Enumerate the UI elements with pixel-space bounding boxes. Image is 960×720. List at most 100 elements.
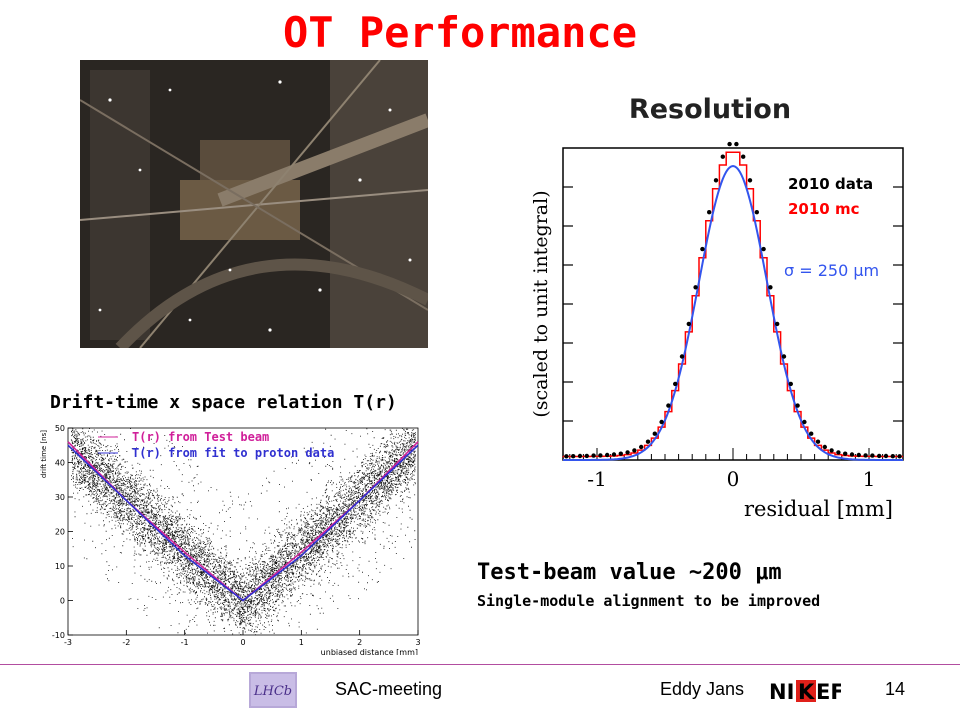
resolution-data-point bbox=[605, 452, 610, 458]
resolution-data-point bbox=[883, 453, 889, 459]
resolution-labels: Resolution -1 0 1 residual [mm] (scaled to un… bbox=[530, 94, 893, 521]
resolution-data-point bbox=[815, 439, 821, 444]
drift-x-tick-label: 3 bbox=[415, 638, 420, 647]
resolution-fit-curve bbox=[563, 164, 903, 461]
resolution-data-point bbox=[802, 419, 807, 425]
resolution-data-point bbox=[781, 354, 787, 359]
resolution-data-point bbox=[700, 246, 705, 252]
resolution-data-point bbox=[836, 450, 841, 455]
resolution-data-point bbox=[734, 141, 739, 147]
resolution-data-point bbox=[788, 381, 793, 387]
drift-x-tick-label: 2 bbox=[357, 638, 362, 647]
resolution-data-point bbox=[713, 178, 719, 183]
resolution-x-tick-label: 0 bbox=[727, 467, 740, 491]
resolution-data-point bbox=[897, 454, 902, 459]
resolution-data-point bbox=[822, 444, 827, 450]
resolution-data-point bbox=[727, 141, 732, 147]
drift-y-tick-label: 0 bbox=[60, 597, 65, 606]
resolution-sigma-annotation: σ = 250 μm bbox=[784, 261, 879, 280]
drift-x-tick-label: -2 bbox=[122, 638, 130, 647]
resolution-data-point bbox=[809, 431, 814, 436]
resolution-x-tick-label: -1 bbox=[587, 467, 606, 491]
resolution-data-point bbox=[849, 452, 855, 457]
drift-x-tick-label: 0 bbox=[240, 638, 245, 647]
footer-rule bbox=[0, 664, 960, 665]
footer-page-number: 14 bbox=[885, 679, 906, 699]
resolution-data-point bbox=[795, 403, 800, 408]
resolution-legend-mc: 2010 mc bbox=[788, 200, 860, 218]
drift-x-tick-label: 1 bbox=[299, 638, 304, 647]
resolution-data-point bbox=[686, 321, 691, 327]
lhcb-logo: LHCb bbox=[249, 672, 297, 708]
drift-caption: Drift-time x space relation T(r) bbox=[50, 392, 397, 413]
resolution-data-point bbox=[564, 454, 569, 459]
resolution-data-point bbox=[863, 453, 868, 458]
drift-x-tick-label: -1 bbox=[181, 638, 189, 647]
drift-legend-label: T(r) from fit to proton data bbox=[132, 446, 334, 460]
drift-series-line bbox=[67, 444, 419, 602]
resolution-chart: Resolution -1 0 1 residual [mm] (scaled to un… bbox=[530, 94, 904, 521]
drift-y-tick-label: 20 bbox=[55, 528, 65, 537]
resolution-data-point bbox=[768, 285, 773, 290]
resolution-data-point bbox=[571, 454, 576, 459]
resolution-data-point bbox=[591, 453, 596, 458]
slide-title: OT Performance bbox=[282, 8, 637, 57]
drift-axes bbox=[67, 427, 419, 636]
resolution-axes bbox=[562, 147, 904, 461]
drift-y-tick-label: -10 bbox=[52, 631, 65, 640]
resolution-title: Resolution bbox=[629, 94, 791, 125]
drift-x-axis-label: unbiased distance [mm] bbox=[321, 648, 418, 655]
drift-y-axis-label: drift time [ns] bbox=[40, 430, 48, 478]
resolution-data-point bbox=[775, 321, 780, 327]
resolution-legend-data: 2010 data bbox=[788, 175, 873, 193]
resolution-data-point bbox=[761, 246, 766, 252]
resolution-data-point bbox=[747, 178, 753, 183]
svg-text:EF: EF bbox=[816, 680, 841, 704]
drift-y-tick-label: 40 bbox=[55, 459, 65, 468]
resolution-data-point bbox=[720, 154, 725, 159]
resolution-marks bbox=[562, 141, 903, 461]
resolution-data-point bbox=[659, 419, 664, 425]
resolution-data-point bbox=[856, 452, 861, 458]
resolution-data-point bbox=[754, 210, 759, 215]
resolution-data-point bbox=[693, 285, 698, 290]
drift-x-tick-label: -3 bbox=[64, 638, 72, 647]
footer-meeting: SAC-meeting bbox=[335, 679, 443, 699]
svg-text:LHCb: LHCb bbox=[253, 684, 292, 699]
resolution-data-point bbox=[843, 451, 848, 456]
resolution-data-point bbox=[741, 154, 746, 159]
resolution-mc-histogram bbox=[562, 151, 903, 458]
nikhef-logo: NI K EF bbox=[769, 680, 841, 704]
resolution-data-point bbox=[618, 451, 623, 456]
resolution-data-point bbox=[652, 431, 657, 436]
footer-author: Eddy Jans bbox=[660, 679, 745, 699]
resolution-data-point bbox=[632, 448, 637, 453]
resolution-data-point bbox=[673, 381, 678, 387]
resolution-data-point bbox=[577, 453, 583, 459]
resolution-data-point bbox=[829, 448, 834, 453]
resolution-data-point bbox=[679, 354, 685, 359]
resolution-frame bbox=[562, 147, 904, 461]
detector-photo bbox=[80, 60, 428, 348]
resolution-y-axis-label: (scaled to unit integral) bbox=[530, 190, 552, 417]
resolution-data-point bbox=[598, 453, 603, 458]
resolution-data-point bbox=[890, 454, 895, 459]
resolution-data-point bbox=[645, 439, 651, 444]
svg-text:K: K bbox=[798, 680, 815, 704]
resolution-x-tick-label: 1 bbox=[863, 467, 876, 491]
resolution-x-axis-label: residual [mm] bbox=[744, 497, 893, 521]
drift-y-tick-label: 10 bbox=[55, 562, 65, 571]
resolution-data-point bbox=[666, 403, 671, 408]
resolution-data-point bbox=[870, 453, 875, 458]
svg-text:NI: NI bbox=[769, 680, 794, 704]
resolution-data-point bbox=[877, 453, 882, 459]
drift-y-tick-label: 50 bbox=[55, 424, 65, 433]
resolution-data-point bbox=[625, 450, 630, 455]
drift-curves bbox=[67, 436, 419, 602]
drift-y-tick-label: 30 bbox=[55, 493, 65, 502]
resolution-data-point bbox=[639, 444, 644, 450]
resolution-data-point bbox=[611, 452, 617, 457]
resolution-data-point bbox=[584, 453, 589, 459]
